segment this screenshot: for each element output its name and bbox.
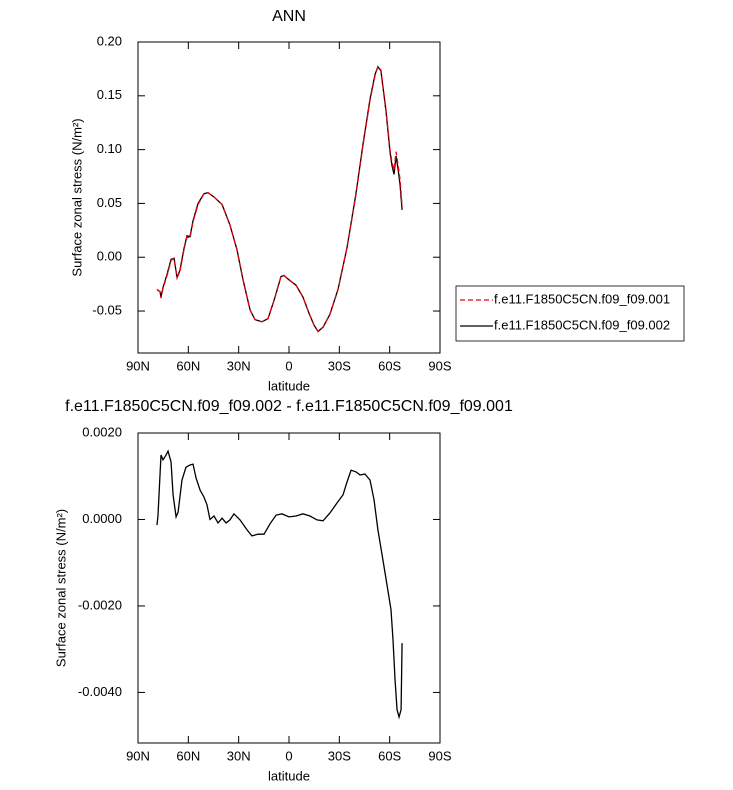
plot-frame: [137, 41, 441, 354]
x-axis-label: latitude: [268, 768, 310, 783]
x-axis-label: latitude: [268, 378, 310, 393]
x-tick-label: 90S: [428, 748, 451, 763]
x-tick-label: 0: [285, 748, 292, 763]
legend-label: f.e11.F1850C5CN.f09_f09.002: [494, 317, 670, 332]
y-tick-label: 0.0000: [82, 511, 122, 526]
x-tick-label: 90N: [126, 748, 150, 763]
y-axis-label: Surface zonal stress (N/m²): [53, 509, 68, 667]
x-tick-label: 0: [285, 358, 292, 373]
y-tick-label: -0.05: [92, 302, 122, 317]
x-tick-label: 90N: [126, 358, 150, 373]
y-tick-label: 0.0020: [82, 424, 122, 439]
x-tick-label: 90S: [428, 358, 451, 373]
y-tick-label: 0.05: [97, 195, 122, 210]
y-tick-label: -0.0020: [78, 597, 122, 612]
legend-label: f.e11.F1850C5CN.f09_f09.001: [494, 291, 670, 306]
y-tick-label: -0.0040: [78, 684, 122, 699]
plot-frame: [137, 432, 441, 744]
chart-title: ANN: [272, 8, 306, 25]
y-tick-label: 0.20: [97, 33, 122, 48]
x-tick-label: 30S: [328, 358, 351, 373]
x-tick-label: 30N: [227, 358, 251, 373]
data-line: [156, 65, 403, 333]
x-tick-label: 60S: [378, 358, 401, 373]
legend-box: [455, 285, 685, 342]
x-tick-label: 30S: [328, 748, 351, 763]
data-line: [156, 449, 403, 720]
x-tick-label: 60N: [176, 358, 200, 373]
y-tick-label: 0.10: [97, 141, 122, 156]
x-tick-label: 60N: [176, 748, 200, 763]
y-axis-label: Surface zonal stress (N/m²): [69, 118, 84, 276]
x-tick-label: 30N: [227, 748, 251, 763]
y-tick-label: 0.00: [97, 249, 122, 264]
y-tick-label: 0.15: [97, 87, 122, 102]
data-line: [156, 65, 403, 333]
x-tick-label: 60S: [378, 748, 401, 763]
chart-title: f.e11.F1850C5CN.f09_f09.002 - f.e11.F185…: [65, 398, 513, 415]
